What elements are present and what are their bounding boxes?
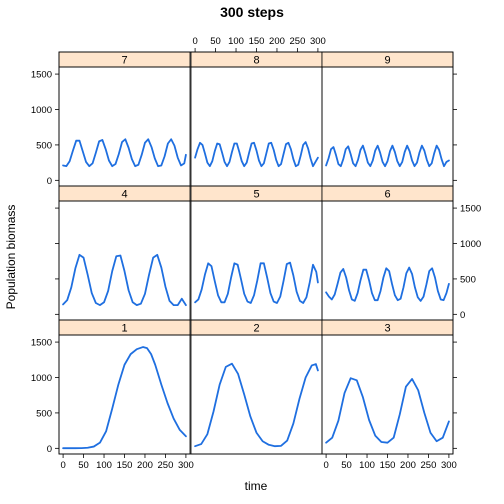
y-tick-label: 1500 <box>31 338 52 349</box>
chart-title: 300 steps <box>220 4 284 20</box>
strip-label-3: 3 <box>384 323 390 335</box>
y-tick-label: 0 <box>47 444 52 455</box>
strip-label-4: 4 <box>121 189 127 201</box>
series-line-panel-5 <box>194 261 319 304</box>
x-tick-label: 300 <box>441 460 457 471</box>
x-tick-label: 100 <box>359 460 375 471</box>
x-tick-label: 0 <box>192 36 197 47</box>
strip-label-6: 6 <box>384 189 390 201</box>
series-line-panel-4 <box>62 253 187 307</box>
panel-box-7 <box>58 66 191 187</box>
series-line-panel-2 <box>194 362 319 448</box>
x-tick-label: 50 <box>210 36 221 47</box>
panel-box-6 <box>321 200 454 321</box>
y-tick-label: 1000 <box>31 105 52 116</box>
y-tick-label: 1500 <box>31 70 52 81</box>
x-tick-label: 100 <box>96 460 112 471</box>
x-tick-label: 150 <box>117 460 133 471</box>
panel-box-2 <box>190 334 323 455</box>
y-tick-label: 0 <box>47 176 52 187</box>
x-tick-label: 150 <box>249 36 265 47</box>
strip-label-1: 1 <box>121 323 127 335</box>
y-tick-label: 500 <box>460 274 476 285</box>
strip-label-9: 9 <box>384 55 390 67</box>
y-tick-label: 500 <box>36 140 52 151</box>
series-line-panel-8 <box>194 141 319 168</box>
x-axis-title: time <box>245 479 268 493</box>
x-tick-label: 50 <box>341 460 352 471</box>
x-tick-label: 250 <box>421 460 437 471</box>
x-tick-label: 200 <box>137 460 153 471</box>
y-tick-label: 0 <box>460 310 465 321</box>
panel-box-1 <box>58 334 191 455</box>
series-line-panel-9 <box>325 144 450 168</box>
panel-box-8 <box>190 66 323 187</box>
x-tick-label: 200 <box>400 460 416 471</box>
y-tick-label: 500 <box>36 408 52 419</box>
y-axis-title: Population biomass <box>4 205 18 310</box>
strip-label-2: 2 <box>253 323 259 335</box>
strip-label-5: 5 <box>253 189 259 201</box>
lattice-frame <box>58 51 454 455</box>
y-tick-label: 1000 <box>460 239 481 250</box>
series-line-panel-6 <box>325 266 450 302</box>
x-tick-label: 0 <box>60 460 65 471</box>
x-tick-label: 250 <box>158 460 174 471</box>
strip-label-7: 7 <box>121 55 127 67</box>
x-tick-label: 50 <box>78 460 89 471</box>
x-tick-label: 100 <box>228 36 244 47</box>
series-line-panel-3 <box>325 377 450 444</box>
x-tick-label: 300 <box>310 36 326 47</box>
strip-label-8: 8 <box>253 55 259 67</box>
series-line-panel-1 <box>62 346 187 450</box>
panel-box-9 <box>321 66 454 187</box>
x-tick-label: 250 <box>290 36 306 47</box>
series-line-panel-7 <box>62 138 187 168</box>
y-tick-label: 1000 <box>31 373 52 384</box>
x-tick-label: 0 <box>323 460 328 471</box>
x-tick-label: 150 <box>380 460 396 471</box>
x-tick-label: 300 <box>178 460 194 471</box>
y-tick-label: 1500 <box>460 204 481 215</box>
x-tick-label: 200 <box>269 36 285 47</box>
